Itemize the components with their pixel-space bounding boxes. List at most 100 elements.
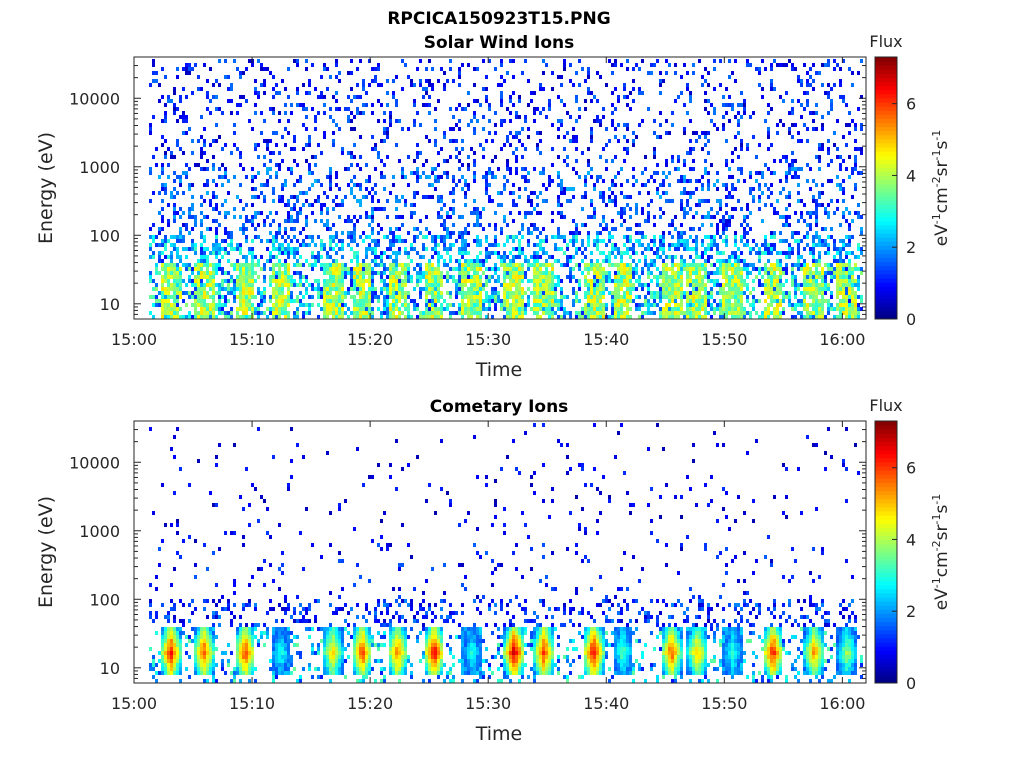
flux-cell bbox=[281, 187, 284, 191]
flux-cell bbox=[560, 247, 563, 251]
flux-cell bbox=[224, 59, 227, 63]
flux-cell bbox=[689, 191, 692, 195]
flux-cell bbox=[332, 131, 335, 135]
flux-cell bbox=[617, 171, 620, 175]
flux-cell bbox=[248, 303, 251, 307]
flux-cell bbox=[818, 291, 821, 295]
flux-cell bbox=[479, 315, 482, 319]
flux-cell bbox=[686, 199, 689, 203]
flux-cell bbox=[542, 287, 545, 291]
flux-cell bbox=[671, 235, 674, 239]
flux-cell bbox=[461, 267, 464, 271]
flux-cell bbox=[797, 167, 800, 171]
flux-cell bbox=[245, 263, 248, 267]
flux-cell bbox=[701, 251, 704, 255]
flux-cell bbox=[575, 315, 578, 319]
flux-cell bbox=[509, 283, 512, 287]
flux-cell bbox=[545, 299, 548, 303]
flux-cell bbox=[536, 307, 539, 311]
flux-cell bbox=[350, 187, 353, 191]
flux-cell bbox=[776, 283, 779, 287]
flux-cell bbox=[476, 271, 479, 275]
flux-cell bbox=[410, 279, 413, 283]
flux-cell bbox=[593, 283, 596, 287]
flux-cell bbox=[404, 279, 407, 283]
flux-cell bbox=[473, 311, 476, 315]
flux-cell bbox=[362, 267, 365, 271]
flux-cell bbox=[710, 119, 713, 123]
flux-cell bbox=[260, 111, 263, 115]
flux-cell bbox=[362, 315, 365, 319]
flux-cell bbox=[764, 247, 767, 251]
flux-cell bbox=[713, 299, 716, 303]
flux-cell bbox=[326, 211, 329, 215]
flux-cell bbox=[764, 263, 767, 267]
flux-cell bbox=[800, 79, 803, 83]
flux-cell bbox=[188, 215, 191, 219]
flux-cell bbox=[542, 311, 545, 315]
flux-cell bbox=[677, 271, 680, 275]
flux-cell bbox=[695, 139, 698, 143]
flux-cell bbox=[755, 171, 758, 175]
flux-cell bbox=[665, 307, 668, 311]
flux-cell bbox=[527, 199, 530, 203]
flux-cell bbox=[284, 183, 287, 187]
flux-cell bbox=[539, 263, 542, 267]
flux-cell bbox=[587, 311, 590, 315]
flux-cell bbox=[485, 187, 488, 191]
flux-cell bbox=[389, 267, 392, 271]
flux-cell bbox=[557, 303, 560, 307]
flux-cell bbox=[812, 271, 815, 275]
flux-cell bbox=[500, 91, 503, 95]
flux-cell bbox=[239, 303, 242, 307]
flux-cell bbox=[272, 187, 275, 191]
flux-cell bbox=[470, 259, 473, 263]
flux-cell bbox=[548, 263, 551, 267]
flux-cell bbox=[704, 79, 707, 83]
flux-cell bbox=[536, 299, 539, 303]
flux-cell bbox=[209, 279, 212, 283]
flux-cell bbox=[359, 303, 362, 307]
flux-cell bbox=[434, 303, 437, 307]
flux-cell bbox=[437, 215, 440, 219]
flux-cell bbox=[332, 207, 335, 211]
flux-cell bbox=[440, 275, 443, 279]
flux-cell bbox=[494, 251, 497, 255]
flux-cell bbox=[239, 155, 242, 159]
flux-cell bbox=[548, 299, 551, 303]
flux-cell bbox=[386, 91, 389, 95]
flux-cell bbox=[644, 255, 647, 259]
flux-cell bbox=[179, 291, 182, 295]
flux-cell bbox=[713, 87, 716, 91]
flux-cell bbox=[452, 231, 455, 235]
flux-cell bbox=[740, 115, 743, 119]
flux-cell bbox=[671, 199, 674, 203]
flux-cell bbox=[590, 295, 593, 299]
flux-cell bbox=[659, 79, 662, 83]
flux-cell bbox=[734, 115, 737, 119]
flux-cell bbox=[518, 295, 521, 299]
flux-cell bbox=[473, 67, 476, 71]
flux-cell bbox=[698, 135, 701, 139]
flux-cell bbox=[737, 155, 740, 159]
flux-cell bbox=[287, 255, 290, 259]
flux-cell bbox=[716, 259, 719, 263]
flux-cell bbox=[725, 259, 728, 263]
flux-cell bbox=[401, 175, 404, 179]
flux-cell bbox=[341, 311, 344, 315]
flux-cell bbox=[317, 291, 320, 295]
flux-cell bbox=[203, 183, 206, 187]
flux-cell bbox=[707, 259, 710, 263]
flux-cell bbox=[194, 299, 197, 303]
flux-cell bbox=[800, 115, 803, 119]
flux-cell bbox=[500, 263, 503, 267]
flux-cell bbox=[695, 267, 698, 271]
flux-cell bbox=[653, 223, 656, 227]
flux-cell bbox=[689, 99, 692, 103]
flux-cell bbox=[437, 199, 440, 203]
flux-cell bbox=[389, 315, 392, 319]
flux-cell bbox=[413, 103, 416, 107]
flux-cell bbox=[230, 231, 233, 235]
flux-cell bbox=[437, 291, 440, 295]
flux-cell bbox=[341, 263, 344, 267]
